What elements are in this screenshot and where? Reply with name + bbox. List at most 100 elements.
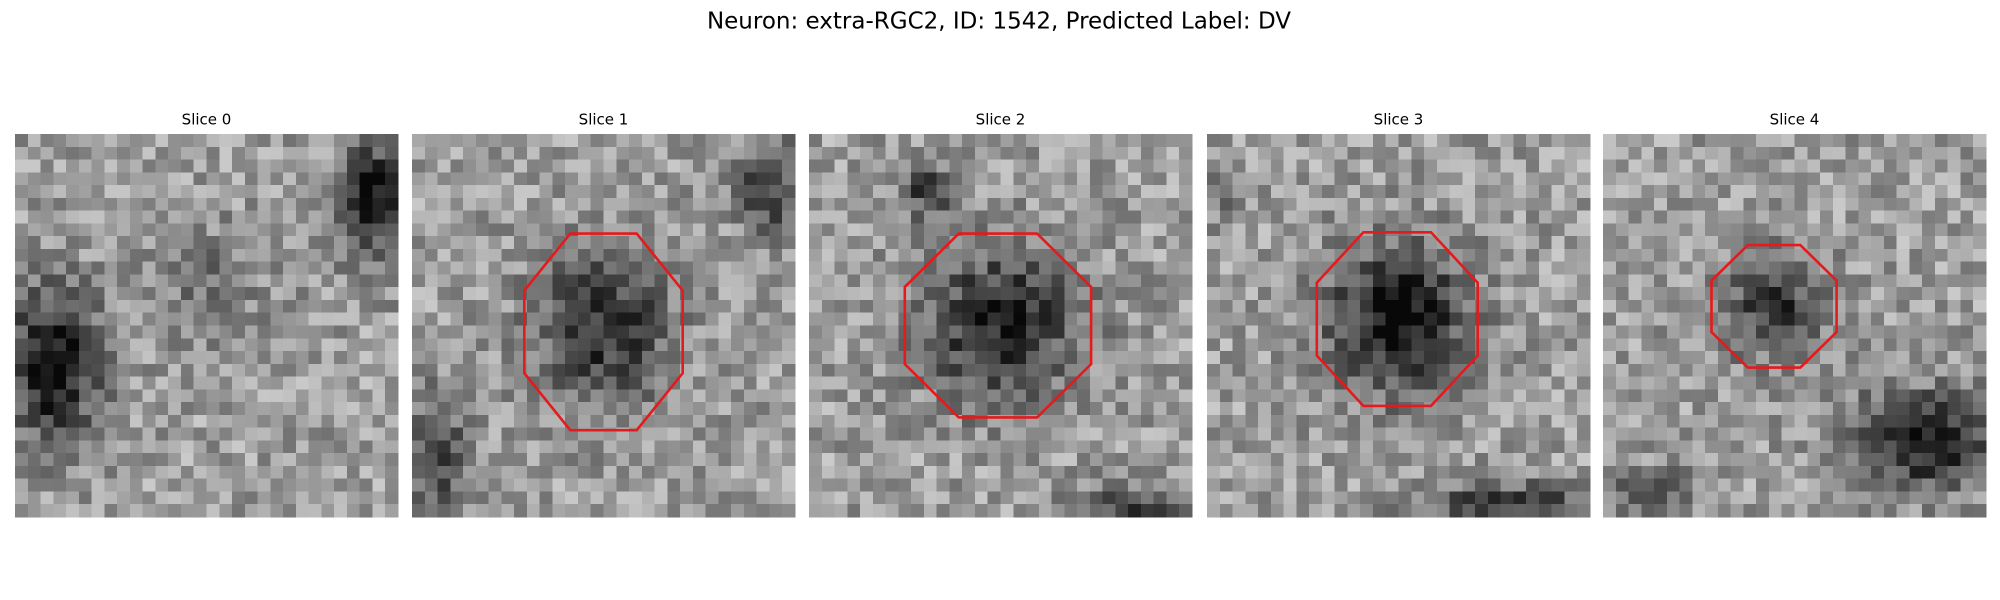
pixel: [1679, 185, 1693, 199]
pixel: [1258, 236, 1272, 250]
pixel: [731, 414, 745, 428]
pixel: [1820, 363, 1834, 377]
pixel: [872, 274, 886, 288]
pixel: [1398, 185, 1412, 199]
pixel: [450, 248, 464, 262]
pixel: [974, 287, 989, 301]
pixel: [168, 376, 182, 390]
pixel: [270, 376, 284, 390]
pixel: [1475, 223, 1489, 237]
pixel: [1947, 159, 1961, 173]
pixel: [1679, 236, 1693, 250]
pixel: [1947, 261, 1961, 275]
pixel: [1909, 402, 1923, 416]
pixel: [809, 146, 823, 160]
pixel: [1743, 287, 1757, 301]
pixel: [1794, 248, 1808, 262]
pixel: [974, 210, 989, 224]
pixel: [1309, 465, 1323, 479]
pixel: [219, 338, 233, 352]
pixel: [1077, 159, 1091, 173]
pixel: [629, 299, 643, 314]
pixel: [1487, 491, 1501, 505]
pixel: [923, 287, 937, 301]
pixel: [270, 159, 284, 173]
pixel: [1845, 402, 1859, 416]
pixel: [359, 351, 373, 365]
pixel: [1705, 223, 1719, 237]
pixel: [1666, 478, 1680, 492]
pixel: [718, 427, 732, 441]
pixel: [193, 159, 207, 173]
pixel: [1577, 261, 1591, 275]
pixel: [603, 261, 617, 275]
pixel: [15, 236, 29, 250]
pixel: [1064, 185, 1078, 199]
pixel: [1140, 146, 1154, 160]
pixel: [1372, 261, 1387, 275]
pixel: [1577, 236, 1591, 250]
pixel: [987, 389, 1001, 403]
pixel: [1140, 351, 1154, 365]
pixel: [1051, 274, 1065, 288]
pixel: [718, 274, 732, 288]
pixel: [1832, 299, 1846, 314]
pixel: [1115, 159, 1129, 173]
pixel: [1360, 491, 1374, 505]
pixel: [1207, 261, 1221, 275]
pixel: [847, 402, 861, 416]
pixel: [129, 427, 143, 441]
pixel: [1973, 223, 1987, 237]
pixel: [1179, 210, 1193, 224]
pixel: [1372, 287, 1387, 301]
pixel: [27, 440, 41, 454]
pixel: [782, 236, 796, 250]
pixel: [526, 453, 540, 467]
pixel: [1960, 325, 1974, 339]
pixel: [78, 440, 92, 454]
pixel: [1896, 236, 1910, 250]
pixel: [654, 223, 668, 237]
pixel: [1934, 504, 1948, 518]
pixel: [244, 440, 258, 454]
pixel: [1832, 146, 1846, 160]
pixel: [1462, 504, 1476, 518]
pixel: [257, 210, 271, 224]
pixel: [104, 504, 118, 518]
pixel: [78, 363, 92, 377]
pixel: [385, 134, 399, 148]
pixel: [1026, 210, 1040, 224]
pixel: [463, 185, 477, 199]
pixel: [1641, 223, 1655, 237]
pixel: [180, 440, 195, 454]
pixel: [756, 325, 770, 339]
pixel: [117, 351, 131, 365]
pixel: [1934, 172, 1948, 186]
pixel: [321, 197, 335, 211]
pixel: [1077, 197, 1091, 211]
pixel: [667, 197, 681, 211]
pixel: [450, 504, 464, 518]
pixel: [1077, 223, 1091, 237]
pixel: [1411, 389, 1425, 403]
pixel: [1781, 351, 1795, 365]
pixel: [232, 363, 246, 377]
pixel: [756, 351, 770, 365]
pixel: [885, 389, 899, 403]
pixel: [321, 453, 335, 467]
pixel: [1385, 274, 1399, 288]
pixel: [232, 210, 246, 224]
pixel: [1347, 287, 1361, 301]
pixel: [1372, 146, 1387, 160]
pixel: [1743, 478, 1757, 492]
pixel: [1832, 274, 1846, 288]
pixel: [1179, 363, 1193, 377]
pixel: [1705, 159, 1719, 173]
pixel: [463, 414, 477, 428]
pixel: [987, 427, 1001, 441]
pixel: [1705, 146, 1719, 160]
pixel: [180, 338, 195, 352]
pixel: [1628, 134, 1642, 148]
pixel: [1883, 478, 1897, 492]
pixel: [1309, 504, 1323, 518]
